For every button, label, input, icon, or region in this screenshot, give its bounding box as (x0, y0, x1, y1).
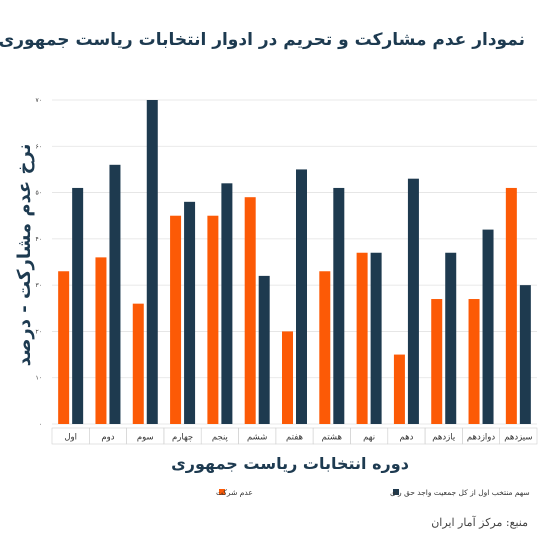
y-tick-label: ۴۰ (36, 236, 42, 243)
bar-non-participation (282, 331, 293, 424)
y-tick-labels: ۰ ۱۰ ۲۰ ۳۰ ۴۰ ۵۰ ۶۰ ۷۰ (36, 97, 42, 428)
x-category-label: پنجم (212, 433, 229, 443)
source-note: منبع: مرکز آمار ایران (431, 516, 528, 529)
x-category-label: نهم (363, 433, 375, 443)
bar-winner-share (519, 285, 531, 424)
bar-winner-share (482, 229, 494, 424)
x-axis-title: دوره انتخابات ریاست جمهوری (171, 454, 409, 473)
bar-non-participation (132, 303, 144, 424)
bar-winner-share (370, 252, 382, 424)
y-tick-label: ۰ (39, 421, 42, 428)
x-category-label: ششم (247, 433, 267, 443)
bar-non-participation (393, 354, 405, 424)
x-category-label: یازدهم (432, 433, 456, 443)
bar-non-participation (58, 271, 70, 424)
x-category-label: سوم (137, 433, 154, 443)
legend-swatch (219, 489, 225, 495)
x-category-label: دوازدهم (467, 433, 495, 443)
y-tick-label: ۶۰ (36, 143, 42, 150)
bar-winner-share (333, 187, 345, 424)
y-tick-label: ۵۰ (36, 190, 42, 197)
legend: عدم شرکت سهم منتخب اول از کل جمعیت واجد ح… (216, 488, 530, 497)
x-category-label: دوم (101, 433, 114, 443)
y-tick-label: ۱۰ (36, 375, 42, 382)
category-cell (499, 427, 538, 445)
bar-winner-share (221, 183, 233, 424)
y-tick-label: ۳۰ (36, 282, 42, 289)
bar-non-participation (244, 197, 256, 424)
category-labels: اول دوم سوم چهارم پنجم ششم هفتم هشتم نهم دهم یازده… (51, 427, 538, 445)
bar-non-participation (468, 299, 480, 424)
legend-swatch (393, 489, 399, 495)
gridlines (52, 99, 537, 425)
x-category-label: چهارم (172, 433, 193, 443)
bar-winner-share (184, 201, 196, 424)
bar-non-participation (95, 257, 107, 424)
bar-winner-share (258, 275, 270, 424)
y-axis-title: نرخ عدم مشارکت - درصد (14, 144, 35, 367)
legend-label: عدم شرکت (216, 488, 253, 497)
bar-winner-share (296, 169, 307, 424)
bar-non-participation (431, 299, 443, 424)
y-tick-label: ۲۰ (36, 328, 42, 335)
bar-non-participation (207, 215, 219, 424)
x-category-label: هشتم (322, 433, 342, 443)
bar-winner-share (146, 100, 158, 424)
chart-title: نمودار عدم مشارکت و تحریم در ادوار انتخا… (0, 30, 525, 50)
legend-label: سهم منتخب اول از کل جمعیت واجد حق رای (390, 488, 530, 497)
bar-winner-share (72, 187, 84, 424)
bar-winner-share (109, 164, 121, 425)
bar-winner-share (445, 252, 457, 424)
x-category-label: اول (64, 433, 77, 443)
bar-winner-share (407, 178, 419, 424)
x-category-label: دهم (399, 433, 413, 443)
bar-non-participation (356, 252, 368, 424)
bar-non-participation (319, 271, 331, 424)
x-category-label: سیزدهم (504, 433, 532, 443)
bar-non-participation (170, 215, 182, 424)
x-category-label: هفتم (286, 433, 303, 443)
y-tick-label: ۷۰ (36, 97, 42, 104)
bars (58, 100, 531, 425)
bar-non-participation (505, 187, 517, 424)
